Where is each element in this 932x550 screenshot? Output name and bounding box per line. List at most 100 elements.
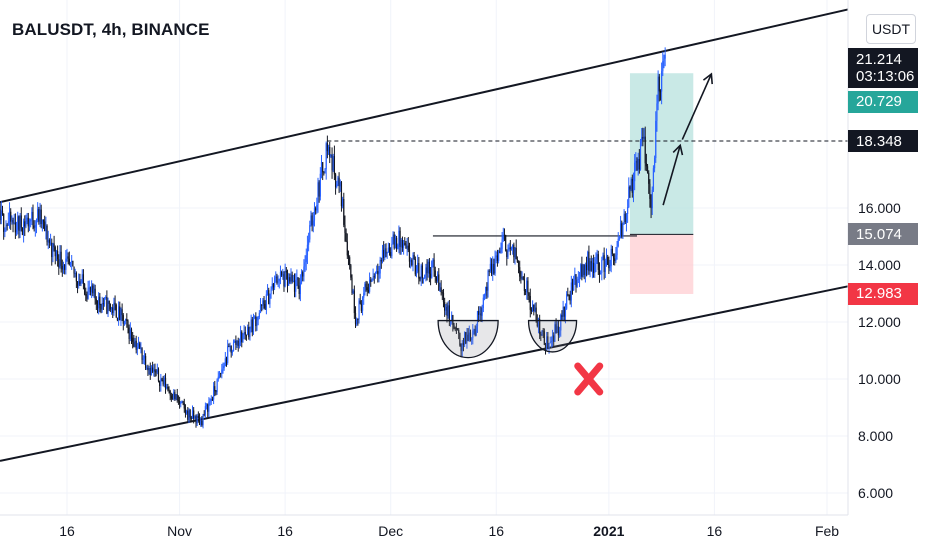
- candle-body: [347, 255, 350, 258]
- stop-zone[interactable]: [629, 234, 694, 294]
- candle-body: [121, 309, 123, 316]
- candle-body: [516, 259, 518, 263]
- candle-body: [238, 342, 241, 346]
- candle-body: [659, 91, 662, 93]
- candle-body: [650, 198, 652, 209]
- candle-body: [646, 166, 649, 173]
- rounded-bottom-left[interactable]: [437, 319, 499, 359]
- candle-body: [395, 237, 398, 249]
- arrow-projection-1[interactable]: [662, 143, 684, 206]
- candle-body: [615, 255, 617, 262]
- candle-body: [118, 306, 120, 321]
- candle-body: [493, 263, 495, 274]
- candle-body: [150, 367, 153, 376]
- candle-body: [556, 326, 558, 333]
- candle-body: [237, 340, 239, 346]
- candle-body: [177, 400, 180, 402]
- candle-body: [563, 306, 565, 317]
- candle-body: [526, 280, 528, 293]
- arrow-projection-2[interactable]: [681, 72, 713, 140]
- candle-body: [340, 182, 343, 207]
- candle-body: [501, 239, 503, 250]
- interval-label[interactable]: 4h: [101, 20, 122, 39]
- candle-body: [444, 302, 446, 311]
- candle-body: [614, 258, 616, 262]
- candle-body: [228, 346, 230, 348]
- candle-body: [44, 221, 46, 232]
- candle-body: [554, 324, 556, 342]
- candle-body: [46, 225, 48, 243]
- channel-lower-line[interactable]: [0, 285, 849, 462]
- candle-body: [546, 336, 548, 351]
- candle-body: [455, 327, 457, 330]
- channel-upper-line[interactable]: [0, 8, 849, 204]
- candle-body: [152, 367, 154, 372]
- candle-body: [198, 417, 201, 425]
- candle-body: [605, 256, 608, 261]
- candle-body: [323, 172, 325, 174]
- candle-body: [354, 313, 357, 325]
- candle-body: [343, 199, 345, 225]
- candle-body: [291, 274, 293, 282]
- grid: [0, 0, 848, 515]
- rounded-bottom-right[interactable]: [527, 319, 578, 353]
- candle-body: [510, 248, 513, 250]
- candle-body: [96, 303, 99, 309]
- candle-body: [17, 216, 19, 230]
- time-axis[interactable]: 16 Nov 16 Dec 16 2021 16 Feb: [59, 523, 839, 539]
- candle-body: [465, 332, 467, 344]
- candle-body: [363, 293, 365, 298]
- candle-body: [551, 335, 554, 342]
- candle-body: [459, 333, 461, 346]
- candle-body: [463, 332, 466, 346]
- candle-body: [495, 255, 497, 257]
- candle-body: [105, 297, 107, 299]
- candle-body: [346, 241, 348, 256]
- candle-body: [72, 260, 74, 267]
- candle-body: [617, 238, 619, 247]
- candle-body: [236, 340, 238, 345]
- candle-body: [75, 273, 77, 282]
- candle-body: [370, 279, 372, 282]
- candle-body: [391, 244, 393, 256]
- candle-body: [361, 297, 364, 311]
- candle-body: [349, 257, 351, 266]
- candle-body: [399, 230, 401, 247]
- candle-body: [486, 286, 488, 291]
- price-axis[interactable]: 6.000 8.000 10.000 12.000 14.000 16.000: [858, 200, 901, 501]
- candle-body: [583, 264, 585, 275]
- symbol-label[interactable]: BALUSDT: [12, 20, 93, 39]
- candle-body: [534, 307, 536, 312]
- candle-body: [160, 378, 162, 387]
- candle-body: [540, 333, 542, 336]
- candle-body: [619, 223, 622, 238]
- candle-body: [580, 264, 582, 277]
- candle-body: [270, 289, 272, 295]
- currency-unit-button[interactable]: USDT: [866, 14, 916, 44]
- candle-body: [502, 234, 504, 240]
- candle-body: [190, 417, 192, 419]
- candle-body: [222, 368, 224, 370]
- candle-body: [65, 258, 67, 270]
- candle-body: [178, 400, 181, 404]
- candle-body: [480, 313, 482, 316]
- candle-body: [574, 274, 576, 280]
- candle-body: [188, 410, 190, 420]
- candle-body: [164, 377, 167, 389]
- candle-body: [553, 335, 555, 342]
- candle-body: [642, 137, 644, 139]
- candle-body: [596, 254, 598, 260]
- candle-body: [139, 343, 141, 349]
- candle-body: [24, 221, 26, 227]
- candle-body: [142, 358, 144, 360]
- candle-body: [249, 328, 251, 338]
- candle-body: [315, 208, 317, 211]
- candle-body: [591, 262, 594, 271]
- candle-body: [141, 348, 143, 360]
- candle-body: [557, 326, 560, 336]
- candle-body: [227, 346, 229, 363]
- candle-body: [221, 369, 223, 374]
- candle-body: [257, 317, 259, 321]
